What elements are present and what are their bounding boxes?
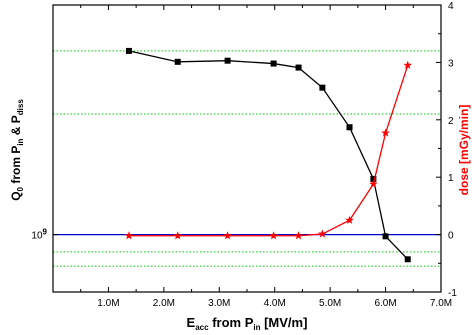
series-0-point bbox=[174, 58, 181, 65]
series-1-line bbox=[128, 65, 409, 237]
gridlines bbox=[53, 50, 441, 267]
series-1-point bbox=[403, 60, 413, 69]
series-1-point bbox=[345, 215, 354, 224]
x-tick-label: 5.0M bbox=[319, 298, 341, 309]
axis-ticks: 1.0M 2.0M 3.0M 4.0M 5.0M 6.0M 7.0M-1 0 1 2 3 4 bbox=[53, 1, 457, 309]
series-0-point bbox=[319, 84, 326, 91]
x-tick-label: 1.0M bbox=[97, 298, 119, 309]
series-1-point bbox=[223, 231, 232, 240]
series-1-point bbox=[173, 231, 182, 240]
x-axis-label: Eacc from Pin [MV/m] bbox=[187, 315, 308, 332]
series-0-point bbox=[370, 175, 377, 182]
y-axis-label: Q0 from Pin & Pdiss bbox=[9, 99, 25, 201]
series-1-point bbox=[294, 231, 303, 240]
y2-axis-label: dose [mGy/min] bbox=[457, 105, 471, 196]
series-0-point bbox=[270, 60, 277, 67]
series-1-point bbox=[269, 231, 278, 240]
x-tick-label: 4.0M bbox=[264, 298, 286, 309]
data-series bbox=[124, 47, 413, 263]
series-0-point bbox=[224, 57, 231, 64]
series-0-point bbox=[382, 233, 389, 240]
series-1-point bbox=[318, 229, 327, 238]
series-0-point bbox=[404, 256, 411, 263]
series-1-point bbox=[369, 179, 378, 188]
y2-tick-label: 0 bbox=[448, 231, 454, 242]
x-tick-label: 6.0M bbox=[374, 298, 396, 309]
series-0-point bbox=[125, 47, 132, 54]
series-0-point bbox=[295, 64, 302, 71]
series-0-point bbox=[346, 124, 353, 131]
x-tick-label: 2.0M bbox=[153, 298, 175, 309]
series-0-line bbox=[128, 50, 409, 260]
series-1-point bbox=[124, 231, 134, 240]
y-tick-label-1e9: 109 bbox=[31, 228, 47, 242]
y2-tick-label: -1 bbox=[448, 288, 457, 299]
y2-tick-label: 2 bbox=[448, 116, 454, 127]
x-tick-label: 3.0M bbox=[208, 298, 230, 309]
y2-tick-label: 1 bbox=[448, 173, 454, 184]
y2-tick-label: 4 bbox=[448, 1, 454, 12]
x-tick-label: 7.0M bbox=[430, 298, 452, 309]
series-1-point bbox=[381, 128, 390, 137]
y2-tick-label: 3 bbox=[448, 58, 454, 69]
